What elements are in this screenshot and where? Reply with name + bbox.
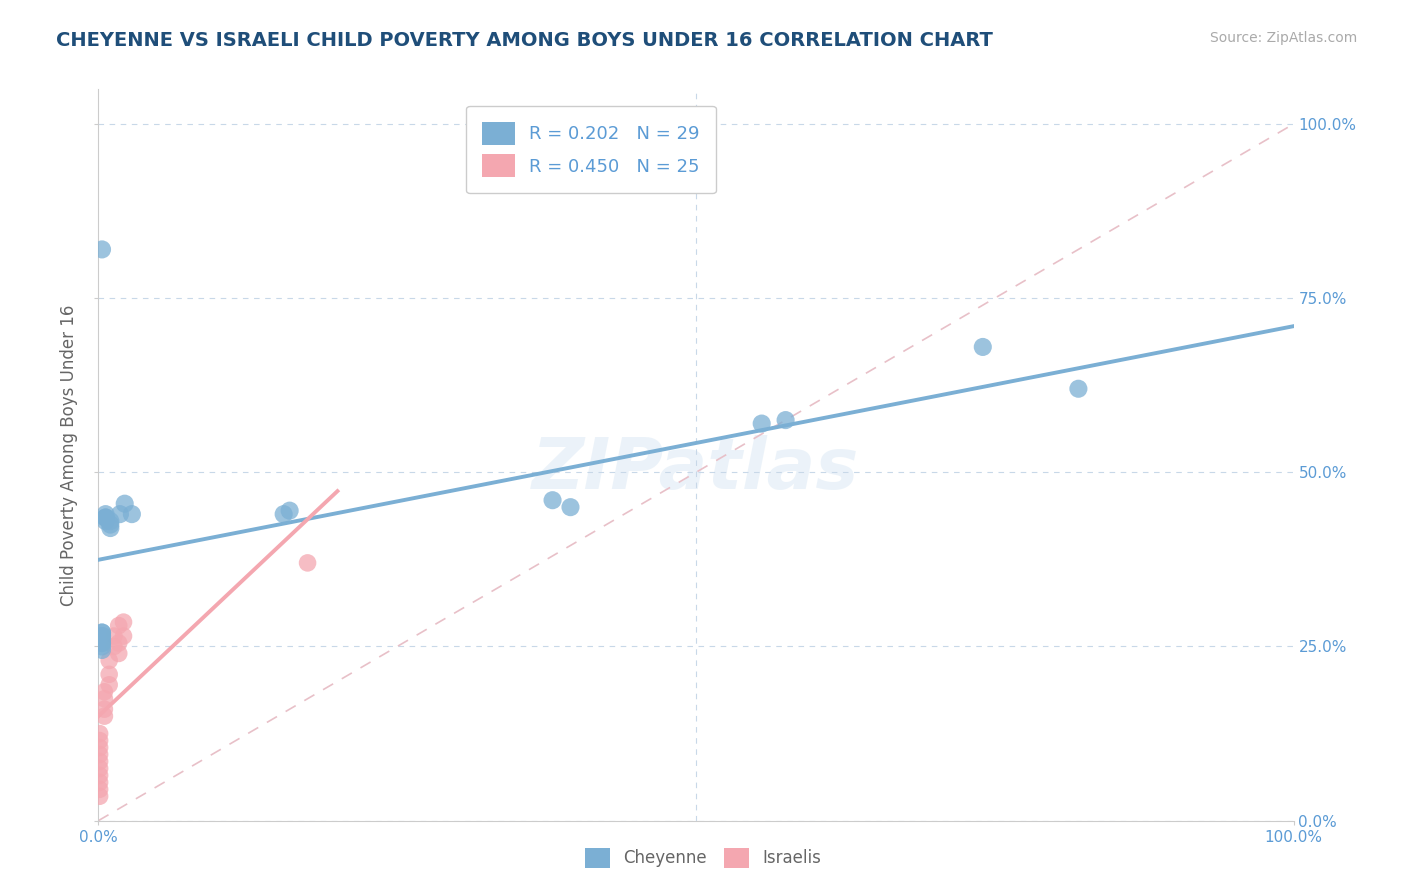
Point: [103, 640, 125, 654]
Text: CHEYENNE VS ISRAELI CHILD POVERTY AMONG BOYS UNDER 16 CORRELATION CHART: CHEYENNE VS ISRAELI CHILD POVERTY AMONG …: [56, 31, 993, 50]
Point: [751, 417, 773, 431]
Point: [98, 517, 122, 532]
Point: [972, 340, 994, 354]
Point: [98, 521, 122, 535]
Point: [98, 667, 121, 681]
Point: [94, 507, 117, 521]
Point: [108, 507, 131, 521]
Point: [91, 629, 114, 643]
Point: [114, 497, 136, 511]
Point: [98, 514, 122, 528]
Point: [93, 702, 115, 716]
Point: [541, 493, 564, 508]
Point: [89, 761, 111, 775]
Point: [91, 636, 114, 650]
Point: [93, 685, 115, 699]
Point: [91, 632, 114, 647]
Point: [107, 647, 129, 661]
Point: [89, 726, 111, 740]
Point: [91, 625, 114, 640]
Legend: Cheyenne, Israelis: Cheyenne, Israelis: [578, 841, 828, 875]
Point: [91, 243, 114, 257]
Point: [89, 768, 111, 782]
Point: [121, 507, 143, 521]
Point: [560, 500, 582, 515]
Point: [107, 636, 129, 650]
Legend: R = 0.202   N = 29, R = 0.450   N = 25: R = 0.202 N = 29, R = 0.450 N = 25: [465, 105, 716, 194]
Point: [89, 775, 111, 789]
Point: [103, 629, 125, 643]
Point: [89, 755, 111, 769]
Point: [89, 740, 111, 755]
Point: [775, 413, 797, 427]
Point: [98, 678, 121, 692]
Y-axis label: Child Poverty Among Boys Under 16: Child Poverty Among Boys Under 16: [60, 304, 79, 606]
Text: Source: ZipAtlas.com: Source: ZipAtlas.com: [1209, 31, 1357, 45]
Point: [89, 733, 111, 747]
Point: [91, 629, 114, 643]
Point: [94, 510, 117, 524]
Point: [91, 625, 114, 640]
Point: [91, 643, 114, 657]
Point: [93, 691, 115, 706]
Point: [89, 782, 111, 797]
Point: [278, 503, 301, 517]
Point: [94, 510, 117, 524]
Point: [273, 507, 295, 521]
Point: [297, 556, 319, 570]
Point: [94, 514, 117, 528]
Point: [94, 510, 117, 524]
Point: [112, 629, 135, 643]
Point: [112, 615, 135, 629]
Point: [1067, 382, 1090, 396]
Point: [98, 653, 121, 667]
Text: ZIPatlas: ZIPatlas: [533, 435, 859, 504]
Point: [89, 789, 111, 804]
Point: [93, 709, 115, 723]
Point: [89, 747, 111, 762]
Point: [107, 618, 129, 632]
Point: [91, 640, 114, 654]
Point: [91, 636, 114, 650]
